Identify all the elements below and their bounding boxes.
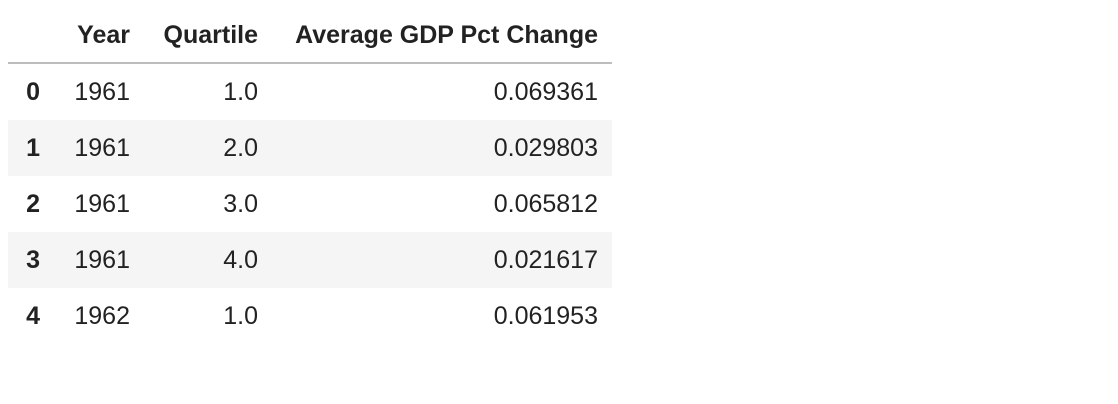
cell-quartile: 1.0	[223, 77, 258, 106]
table-row: 4 1962 1.0 0.061953	[8, 288, 612, 344]
cell-year: 1961	[74, 189, 130, 218]
table-row: 1 1961 2.0 0.029803	[8, 120, 612, 176]
cell-average-gdp-pct-change: 0.061953	[493, 301, 598, 330]
cell-average-gdp-pct-change: 0.069361	[493, 77, 598, 106]
index-column-header	[8, 8, 48, 64]
cell-quartile: 2.0	[223, 133, 258, 162]
cell-year: 1961	[74, 77, 130, 106]
row-index: 3	[26, 245, 40, 274]
cell-quartile: 3.0	[223, 189, 258, 218]
cell-quartile: 1.0	[223, 301, 258, 330]
cell-year: 1961	[74, 245, 130, 274]
table-body: 0 1961 1.0 0.069361 1 1961 2.0 0.029803 …	[8, 63, 612, 344]
table-row: 3 1961 4.0 0.021617	[8, 232, 612, 288]
column-header-average-gdp-pct-change: Average GDP Pct Change	[272, 8, 612, 64]
row-index: 0	[26, 77, 40, 106]
dataframe-output: Year Quartile Average GDP Pct Change 0 1…	[8, 8, 612, 344]
row-index: 2	[26, 189, 40, 218]
dataframe-table: Year Quartile Average GDP Pct Change 0 1…	[8, 8, 612, 344]
row-index: 1	[26, 133, 40, 162]
column-header-quartile: Quartile	[144, 8, 272, 64]
cell-average-gdp-pct-change: 0.021617	[493, 245, 598, 274]
column-header-year: Year	[48, 8, 144, 64]
table-header: Year Quartile Average GDP Pct Change	[8, 8, 612, 64]
row-index: 4	[26, 301, 40, 330]
cell-quartile: 4.0	[223, 245, 258, 274]
cell-year: 1962	[74, 301, 130, 330]
table-row: 0 1961 1.0 0.069361	[8, 63, 612, 120]
cell-year: 1961	[74, 133, 130, 162]
cell-average-gdp-pct-change: 0.029803	[493, 133, 598, 162]
cell-average-gdp-pct-change: 0.065812	[493, 189, 598, 218]
table-row: 2 1961 3.0 0.065812	[8, 176, 612, 232]
header-row: Year Quartile Average GDP Pct Change	[8, 8, 612, 64]
